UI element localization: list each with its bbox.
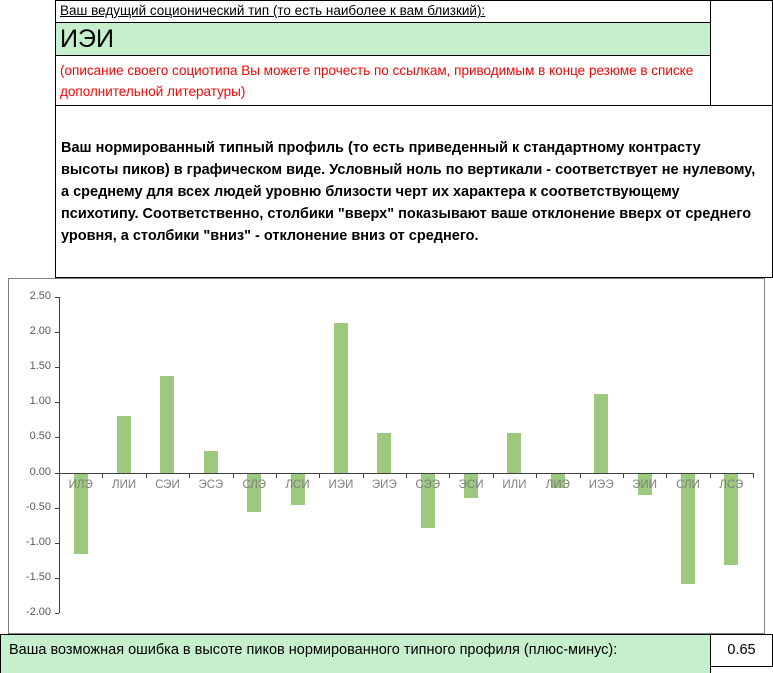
- category-tick: [275, 473, 277, 478]
- bar-СЭИ: [160, 376, 175, 473]
- category-label: ИЭИ: [328, 478, 354, 491]
- y-axis-tick: [55, 613, 59, 614]
- category-label: ЭСЭ: [198, 478, 224, 491]
- leading-type-label: Ваш ведущий соционический тип (то есть н…: [60, 3, 486, 18]
- y-axis-tick: [55, 508, 59, 509]
- bar-ЭИЭ: [377, 432, 392, 473]
- bar-ЭСИ: [464, 473, 479, 499]
- category-tick: [145, 473, 147, 478]
- bar-ЛИЭ: [550, 473, 565, 488]
- error-label-cell: Ваша возможная ошибка в высоте пиков нор…: [0, 634, 711, 667]
- profile-description-cell: Ваш нормированный типный профиль (то ест…: [55, 105, 773, 278]
- category-tick: [709, 473, 711, 478]
- bar-ИЛИ: [507, 432, 522, 473]
- category-tick: [449, 473, 451, 478]
- category-tick: [102, 473, 104, 478]
- leading-type-value: ИЭИ: [60, 25, 114, 53]
- category-label: ЭИИ: [632, 478, 657, 491]
- y-axis-tick: [55, 473, 59, 474]
- category-tick: [232, 473, 234, 478]
- y-axis-tick: [55, 367, 59, 368]
- category-label: ЭИЭ: [371, 478, 397, 491]
- bar-ИЭИ: [333, 322, 348, 473]
- category-label: СЛЭ: [242, 478, 267, 491]
- category-label: ЭСИ: [458, 478, 484, 491]
- y-axis-label: 2.50: [29, 290, 51, 302]
- y-axis-label: 1.00: [29, 395, 51, 408]
- category-label: ИЭЭ: [588, 478, 614, 491]
- y-axis-tick: [55, 297, 59, 298]
- category-label: ЛСЭ: [719, 478, 744, 491]
- red-note-text: (описание своего социотипа Вы можете про…: [60, 63, 694, 99]
- y-axis-tick: [55, 543, 59, 544]
- bar-СЛЭ: [247, 473, 262, 513]
- category-tick: [362, 473, 364, 478]
- category-label: СЭИ: [155, 478, 180, 491]
- category-label: СЛИ: [676, 478, 700, 491]
- category-tick: [536, 473, 538, 478]
- y-axis-tick: [55, 402, 59, 403]
- red-note-cell: (описание своего социотипа Вы можете про…: [55, 55, 711, 106]
- bar-ЭСЭ: [203, 451, 218, 473]
- error-value-cell: 0.65: [710, 634, 773, 667]
- category-tick: [666, 473, 668, 478]
- y-axis-label: -1.00: [25, 535, 51, 548]
- y-axis-label: 1.50: [29, 360, 51, 373]
- y-axis-tick: [55, 437, 59, 438]
- y-axis-tick: [55, 332, 59, 333]
- error-value: 0.65: [727, 642, 756, 658]
- category-tick: [189, 473, 191, 478]
- empty-side-cell: [710, 0, 773, 106]
- y-axis-line: [59, 297, 60, 613]
- next-row-strip: [0, 666, 711, 673]
- y-axis-tick: [55, 578, 59, 579]
- category-label: ИЛЭ: [68, 478, 93, 491]
- y-axis-label: 0.00: [29, 465, 51, 478]
- bar-СЛИ: [680, 473, 695, 585]
- category-label: ЛИЭ: [545, 478, 570, 491]
- leading-type-label-cell: Ваш ведущий соционический тип (то есть н…: [55, 0, 711, 23]
- category-label: ЛИИ: [112, 478, 137, 491]
- category-tick: [579, 473, 581, 478]
- bar-ИЛЭ: [73, 473, 88, 555]
- bar-ЛСЭ: [724, 473, 739, 565]
- y-axis-label: -0.50: [25, 500, 51, 513]
- error-label: Ваша возможная ошибка в высоте пиков нор…: [9, 642, 618, 658]
- category-tick: [59, 473, 60, 478]
- leading-type-value-cell: ИЭИ: [55, 22, 711, 56]
- y-axis-label: 0.50: [29, 430, 51, 443]
- y-axis-label: -2.00: [25, 606, 51, 618]
- category-label: СЭЭ: [415, 478, 441, 491]
- category-label: ЛСИ: [285, 478, 310, 491]
- bar-ЭИИ: [637, 473, 652, 495]
- bar-ИЭЭ: [594, 393, 609, 473]
- category-label: ИЛИ: [502, 478, 527, 491]
- y-axis-label: 2.00: [29, 325, 51, 338]
- category-tick: [319, 473, 321, 478]
- profile-description-text: Ваш нормированный типный профиль (то ест…: [61, 140, 756, 244]
- category-tick: [753, 473, 754, 478]
- category-tick: [622, 473, 624, 478]
- category-tick: [406, 473, 407, 478]
- bar-ЛИИ: [117, 416, 132, 473]
- bar-ЛСИ: [290, 473, 305, 506]
- y-axis-label: -1.50: [25, 570, 51, 583]
- normalized-profile-bar-chart: 2.50 2.00 1.50 1.00 0.50 0.00 -0.50 -1.00 -1.50 -…: [8, 278, 765, 634]
- category-tick: [492, 473, 494, 478]
- bar-СЭЭ: [420, 473, 435, 529]
